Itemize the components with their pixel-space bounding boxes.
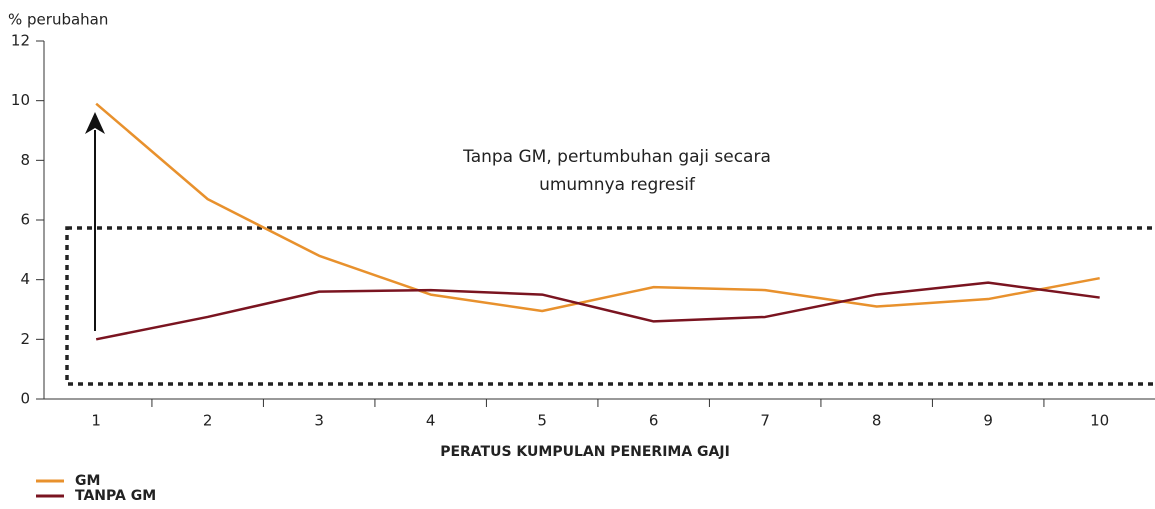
x-tick-label: 1 <box>91 412 101 430</box>
x-tick-label: 10 <box>1090 412 1109 430</box>
x-tick-label: 8 <box>872 412 882 430</box>
x-tick-label: 6 <box>649 412 659 430</box>
legend-label: TANPA GM <box>75 488 156 504</box>
x-tick-label: 7 <box>760 412 770 430</box>
y-tick-label: 12 <box>11 32 30 50</box>
annotation: Tanpa GM, pertumbuhan gaji secara <box>462 147 771 167</box>
x-tick-label: 5 <box>537 412 547 430</box>
y-tick-label: 4 <box>20 270 30 288</box>
x-tick-label: 2 <box>203 412 213 430</box>
x-tick-label: 9 <box>983 412 993 430</box>
series-line <box>95 281 1100 341</box>
annotation: umumnya regresif <box>539 175 696 195</box>
x-tick-label: 4 <box>426 412 436 430</box>
series-line <box>95 102 1100 313</box>
x-axis-label: PERATUS KUMPULAN PENERIMA GAJI <box>440 444 730 460</box>
y-tick-label: 10 <box>11 91 30 109</box>
highlight-box <box>65 226 1155 386</box>
x-tick-label: 3 <box>314 412 324 430</box>
y-axis-label: % perubahan <box>8 11 108 29</box>
arrow-head <box>85 112 105 134</box>
y-tick-label: 6 <box>20 211 30 229</box>
y-tick-label: 8 <box>20 151 30 169</box>
legend-label: GM <box>75 473 100 489</box>
y-tick-label: 0 <box>20 390 30 408</box>
y-tick-label: 2 <box>20 330 30 348</box>
